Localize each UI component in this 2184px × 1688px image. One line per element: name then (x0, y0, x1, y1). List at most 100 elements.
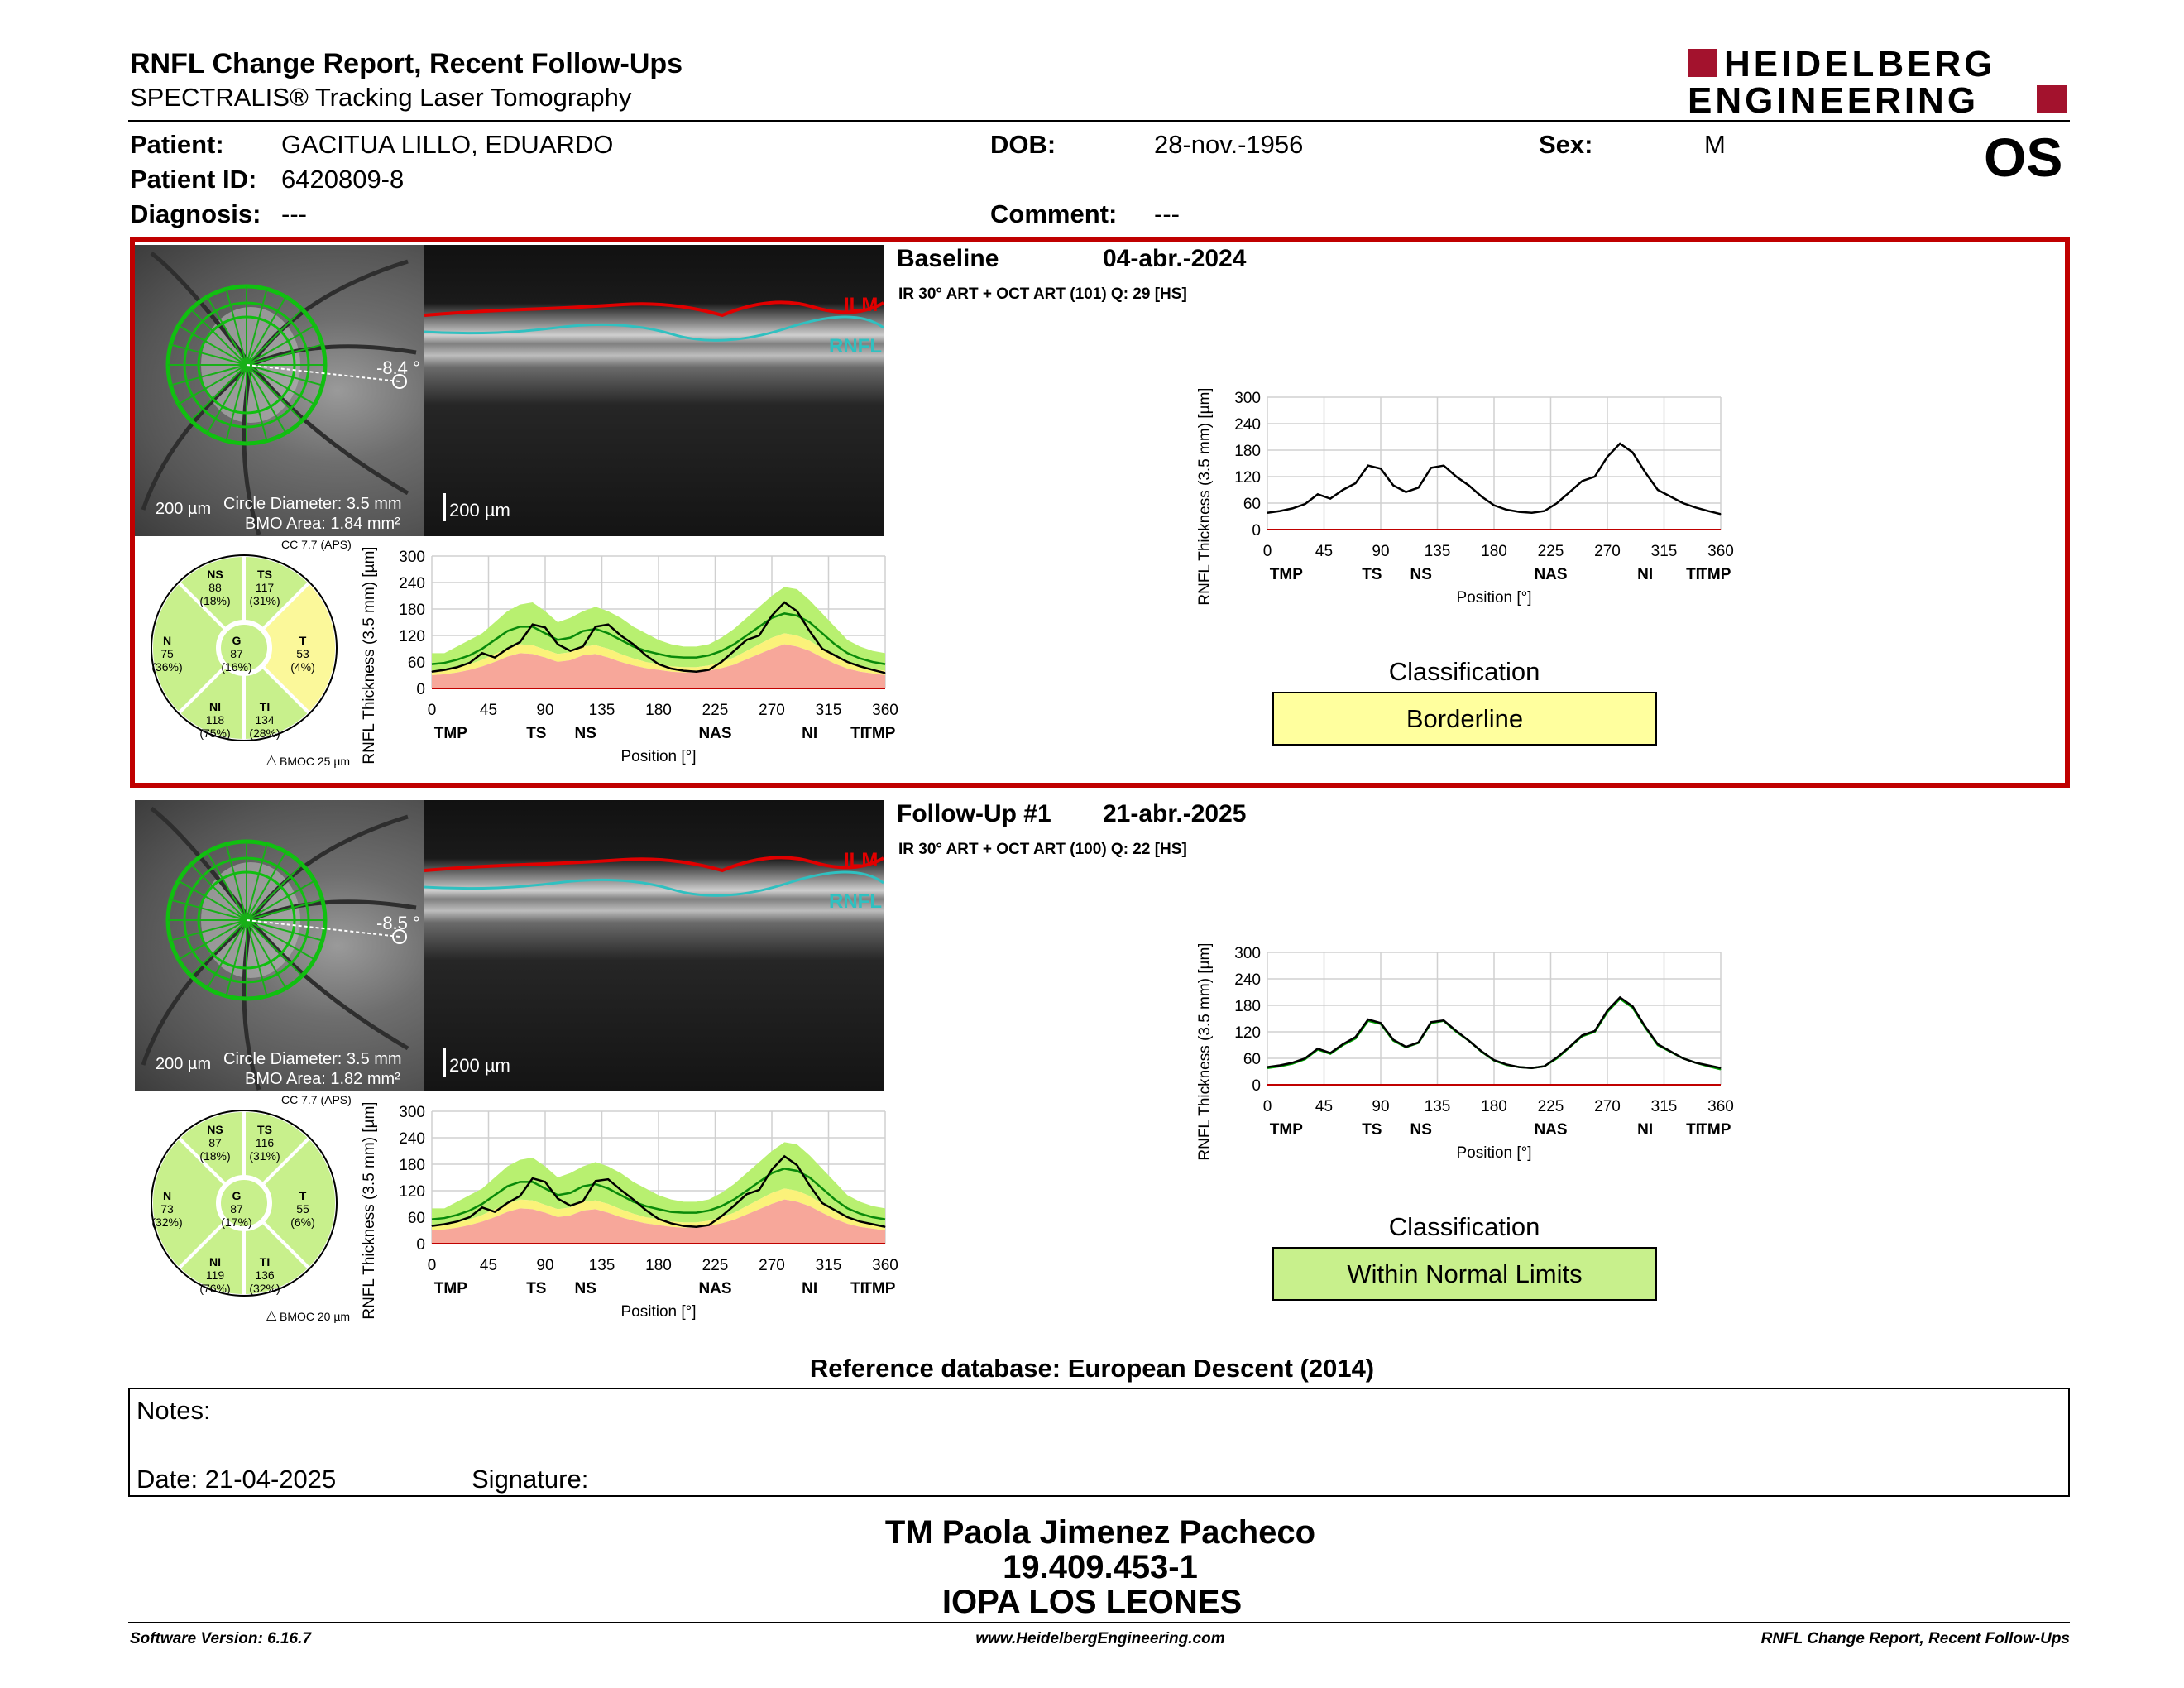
comment-value: --- (1154, 199, 1180, 228)
thickness-point (1657, 489, 1659, 491)
signer-institution: IOPA LOS LEONES (941, 1584, 1243, 1620)
sector-value-ti: TI 136 (32%) (247, 1255, 283, 1295)
thickness-point (633, 644, 635, 645)
thickness-point (821, 1202, 823, 1204)
sector-axis-label: TS (526, 1280, 546, 1297)
y-tick-label: 0 (416, 681, 425, 698)
oct-scale-label: 200 µm (449, 500, 510, 520)
circle-diameter: Circle Diameter: 3.5 mm (223, 495, 402, 513)
oct-bscan (424, 245, 884, 536)
thickness-point (1317, 1048, 1319, 1049)
thickness-point (1380, 468, 1382, 469)
sector-percentile: (75%) (199, 727, 231, 740)
radial-scan-line (246, 851, 287, 921)
sector-percentile: (18%) (199, 1149, 231, 1163)
radial-scan-line (246, 364, 268, 442)
y-tick-label: 300 (399, 549, 425, 566)
x-tick-label: 0 (428, 702, 437, 719)
sector-name: NI (209, 1255, 221, 1268)
y-tick-label: 120 (399, 628, 425, 645)
pie-outline (151, 554, 338, 741)
radial-scan-line (190, 364, 247, 421)
notes-box[interactable] (128, 1388, 2070, 1497)
sector-name: NS (207, 568, 223, 581)
oct-overlay (424, 856, 884, 897)
sector-name: T (299, 1189, 307, 1202)
sector-name: TI (259, 1255, 271, 1268)
sector-thickness: 117 (255, 581, 275, 594)
notes-label: Notes: (136, 1396, 211, 1425)
thickness-point (1418, 1042, 1420, 1043)
fundus-image (135, 245, 424, 536)
radial-scan-line (246, 324, 315, 366)
sector-axis-label: NAS (1534, 566, 1567, 583)
thickness-point (1455, 1030, 1457, 1032)
radial-scan-line (170, 343, 247, 366)
thickness-point (506, 1202, 508, 1204)
diagnosis-label: Diagnosis: (130, 199, 261, 228)
thickness-point (1367, 1019, 1369, 1020)
thickness-point (1619, 996, 1621, 998)
x-tick-label: 225 (702, 1257, 729, 1274)
signer-rut: 19.409.453-1 (1003, 1549, 1198, 1585)
thickness-point (1506, 509, 1507, 511)
sector-axis-label: NAS (698, 1280, 731, 1297)
delta-icon: △ (266, 1308, 277, 1322)
radial-scan-line (190, 919, 247, 976)
thickness-point (884, 672, 886, 674)
radial-scan-line (246, 364, 323, 386)
x-tick-label: 135 (589, 702, 615, 719)
y-axis-label: RNFL Thickness (3.5 mm) [µm] (1196, 944, 1214, 1161)
x-tick-label: 180 (645, 1257, 672, 1274)
sector-name: N (162, 1189, 172, 1202)
baseline-section (130, 237, 2070, 788)
y-tick-label: 180 (399, 1157, 425, 1174)
radial-scan-line (246, 919, 323, 942)
y-tick-label: 60 (408, 655, 425, 672)
y-tick-label: 300 (399, 1104, 425, 1121)
website-link[interactable]: www.HeidelbergEngineering.com (975, 1630, 1225, 1647)
thickness-point (1279, 1065, 1281, 1067)
sector-thickness: 116 (255, 1136, 275, 1149)
fundus-scale-bar: 200 µm (156, 1055, 212, 1073)
x-tick-label: 360 (1707, 1098, 1734, 1115)
x-tick-label: 135 (1425, 543, 1451, 560)
sex-label: Sex: (1539, 130, 1593, 159)
thickness-point (872, 1224, 874, 1225)
thickness-point (696, 1226, 697, 1228)
logo-square-bottom (2037, 85, 2067, 113)
radial-scan-line (246, 364, 303, 421)
thickness-point (532, 624, 534, 626)
sector-axis-label: TI (850, 1280, 864, 1297)
x-tick-label: 135 (1425, 1098, 1451, 1115)
thickness-point (1481, 496, 1482, 497)
x-tick-label: 45 (480, 1257, 497, 1274)
thickness-point (1531, 512, 1533, 514)
thickness-point (620, 1189, 621, 1191)
thickness-point (1518, 511, 1520, 513)
thickness-point (721, 661, 722, 663)
y-tick-label: 240 (399, 1130, 425, 1148)
sector-value-t: T 55 (6%) (285, 1189, 321, 1229)
fovea-angle: -8.5 ° (376, 913, 420, 933)
fovea-axis-line (246, 364, 400, 382)
reference-database: Reference database: European Descent (20… (809, 1354, 1375, 1383)
sector-name: TI (259, 700, 271, 713)
sector-percentile: (31%) (249, 1149, 280, 1163)
signature-label: Signature: (472, 1465, 589, 1494)
thickness-point (582, 645, 584, 647)
thickness-point (1582, 1034, 1583, 1036)
sector-name: N (162, 634, 172, 647)
x-tick-label: 0 (1263, 1098, 1272, 1115)
x-tick-label: 270 (759, 702, 785, 719)
thickness-point (1392, 485, 1394, 487)
thickness-point (1317, 493, 1319, 495)
radial-scan-line (246, 364, 287, 434)
delta-icon: △ (266, 753, 277, 767)
x-tick-label: 90 (1372, 1098, 1389, 1115)
radial-scan-line (246, 919, 303, 976)
rnfl-label: RNFL (829, 890, 882, 913)
sector-axis-label: NI (802, 1280, 817, 1297)
retinal-vessel (249, 363, 410, 496)
fundus-overlay (141, 807, 417, 1091)
